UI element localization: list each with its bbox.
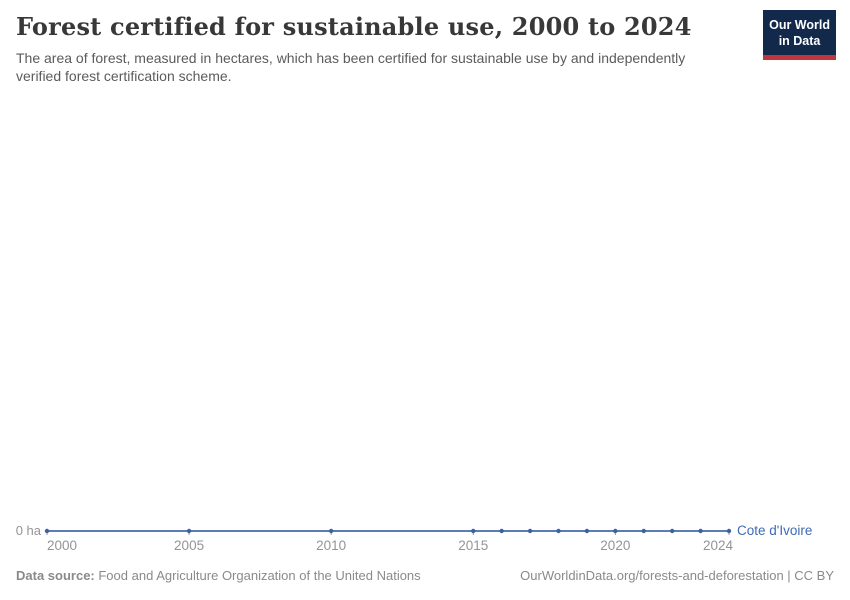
x-tick-label: 2005: [174, 538, 204, 553]
x-tick-label: 2020: [600, 538, 630, 553]
data-source-note: Data source: Food and Agriculture Organi…: [16, 568, 421, 583]
chart-subtitle: The area of forest, measured in hectares…: [16, 50, 686, 84]
data-point[interactable]: [613, 528, 618, 534]
data-point[interactable]: [698, 528, 703, 534]
data-point[interactable]: [669, 528, 675, 534]
x-tick-label: 2000: [47, 538, 77, 553]
data-point[interactable]: [328, 528, 334, 534]
data-point[interactable]: [499, 528, 504, 534]
data-point[interactable]: [527, 528, 533, 534]
chart-footer: Data source: Food and Agriculture Organi…: [16, 568, 834, 583]
entity-label[interactable]: Cote d'Ivoire: [737, 523, 812, 538]
data-point[interactable]: [186, 528, 192, 534]
owid-logo-line1: Our World: [769, 18, 830, 32]
chart-header: Forest certified for sustainable use, 20…: [16, 12, 756, 85]
data-point[interactable]: [641, 528, 646, 534]
data-source-text: Food and Agriculture Organization of the…: [94, 568, 421, 583]
data-point[interactable]: [584, 528, 590, 534]
data-point[interactable]: [471, 528, 476, 534]
y-axis-tick-label: 0 ha: [16, 523, 42, 538]
chart-title: Forest certified for sustainable use, 20…: [16, 12, 692, 41]
owid-logo[interactable]: Our World in Data: [763, 10, 836, 60]
x-tick-label: 2024: [703, 538, 734, 553]
data-point[interactable]: [726, 528, 732, 534]
credit-license-link[interactable]: OurWorldinData.org/forests-and-deforesta…: [520, 568, 834, 583]
data-point[interactable]: [44, 528, 50, 534]
data-source-label: Data source:: [16, 568, 95, 583]
owid-logo-line2: in Data: [778, 34, 821, 49]
x-tick-label: 2015: [458, 538, 488, 553]
data-point[interactable]: [556, 528, 561, 534]
x-tick-label: 2010: [316, 538, 346, 553]
